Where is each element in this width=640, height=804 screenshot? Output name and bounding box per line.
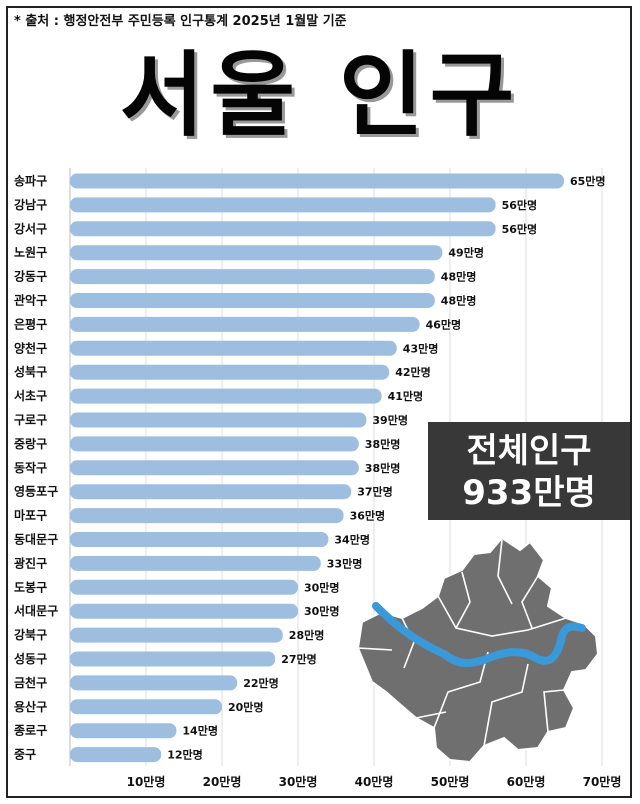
total-label: 전체인구 [466,431,592,471]
category-label: 서대문구 [14,603,58,618]
category-label: 광진구 [14,555,47,570]
bar [70,747,162,763]
x-tick-label: 60만명 [507,774,546,789]
data-label: 48만명 [441,270,477,284]
seoul-map-icon [356,536,600,764]
category-label: 마포구 [14,508,47,523]
x-tick-label: 70만명 [583,774,622,789]
category-label: 관악구 [14,293,47,308]
han-river [372,602,586,668]
bar [70,436,359,452]
category-label: 강북구 [14,628,47,642]
data-label: 30만명 [304,580,340,594]
data-label: 20만명 [228,700,264,714]
x-tick-label: 50만명 [431,774,470,789]
seoul-outline [356,536,600,764]
data-label: 30만명 [304,604,340,618]
bar [70,293,435,308]
bar [70,555,321,571]
data-label: 65만명 [570,174,606,188]
bar [70,316,420,332]
category-label: 송파구 [14,173,47,188]
data-label: 28만명 [289,628,325,642]
data-label: 34만명 [334,533,370,547]
data-label: 22만명 [243,676,279,690]
data-label: 42만명 [395,365,431,379]
bar [70,484,352,500]
bar [70,221,496,237]
data-label: 14만명 [182,724,218,738]
category-label: 성동구 [14,652,47,666]
category-label: 용산구 [14,699,47,714]
x-tick-label: 10만명 [127,774,166,789]
bar [70,173,564,189]
category-label: 동대문구 [14,533,58,547]
data-label: 37만명 [357,485,393,499]
category-label: 노원구 [14,246,47,260]
category-label: 강남구 [14,197,47,212]
x-tick-label: 20만명 [203,774,242,789]
category-label: 양천구 [14,340,47,355]
bar [70,603,298,619]
data-label: 46만명 [426,317,462,331]
data-label: 48만명 [441,294,477,308]
bar [70,364,390,380]
chart-frame [6,6,632,798]
category-label: 도봉구 [14,580,47,594]
category-label: 강서구 [14,221,47,236]
data-label: 56만명 [502,222,538,236]
category-label: 금천구 [14,675,47,690]
data-label: 43만명 [403,341,439,355]
data-label: 56만명 [502,198,538,212]
bar [70,245,443,261]
bar [70,269,435,285]
data-label: 33만명 [327,556,363,570]
category-label: 구로구 [14,413,47,427]
bar [70,579,298,595]
total-value: 933만명 [462,473,596,513]
data-label: 38만명 [365,437,401,451]
data-label: 49만명 [448,246,484,260]
bar [70,412,367,428]
category-label: 중구 [14,748,36,762]
category-label: 영등포구 [14,484,58,499]
x-tick-label: 30만명 [279,774,318,789]
category-label: 강동구 [14,270,47,284]
bar [70,651,276,667]
bar [70,340,397,356]
source-note: * 출처 : 행정안전부 주민등록 인구통계 2025년 1월말 기준 [14,14,347,29]
data-label: 27만명 [281,652,317,666]
data-label: 39만명 [372,413,408,427]
category-label: 중랑구 [14,437,47,451]
data-label: 36만명 [350,509,386,523]
page-title: 서울 인구 [119,42,521,149]
bar [70,723,177,739]
bar [70,675,238,691]
bar [70,388,382,404]
bar [70,627,283,643]
data-label: 38만명 [365,461,401,475]
bar [70,508,344,524]
data-label: 41만명 [388,389,424,403]
bar [70,197,496,213]
category-label: 성북구 [14,365,47,379]
category-label: 은평구 [14,317,47,331]
data-label: 12만명 [167,748,203,762]
bar [70,699,222,715]
x-tick-label: 40만명 [355,774,394,789]
category-label: 동작구 [14,460,47,475]
category-label: 서초구 [14,388,47,403]
category-label: 종로구 [14,724,47,738]
bar [70,460,359,476]
total-population-box: 전체인구 933만명 [428,422,630,520]
bar [70,532,329,547]
